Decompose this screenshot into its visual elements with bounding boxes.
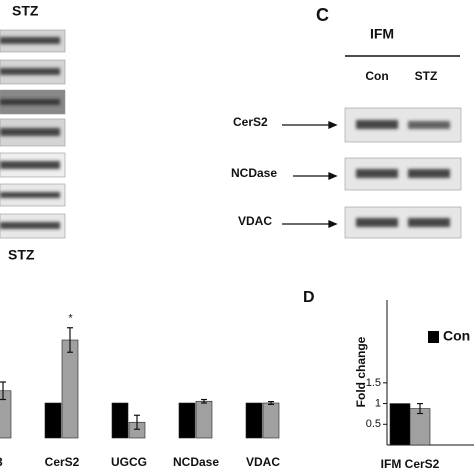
- lane-label: STZ: [8, 247, 35, 263]
- bar: [44, 402, 62, 439]
- bar: [111, 402, 129, 439]
- bar: [245, 402, 263, 439]
- x-tick-label: CerS2: [45, 455, 80, 469]
- bar: [262, 402, 280, 439]
- protein-label: NCDase: [231, 166, 277, 180]
- panel-letter: C: [316, 5, 329, 25]
- legend-swatch: [428, 331, 439, 343]
- fraction-label: IFM: [370, 26, 394, 42]
- x-tick-label: UGCG: [111, 455, 147, 469]
- bar: [195, 400, 213, 439]
- bar: [0, 390, 12, 439]
- bar: [389, 403, 411, 446]
- bar: [61, 339, 79, 439]
- protein-label: CerS2: [233, 115, 268, 129]
- x-tick-label: NCDase: [173, 455, 219, 469]
- y-tick-label: 1: [375, 397, 381, 409]
- x-tick-label: IFM CerS2: [381, 457, 440, 471]
- x-tick-label: C3: [0, 455, 3, 469]
- lane-label: STZ: [12, 3, 39, 19]
- significance: *: [68, 313, 73, 325]
- blot-strips: [0, 29, 66, 239]
- y-tick-label: 1.5: [366, 377, 381, 389]
- panel-letter: D: [303, 289, 315, 306]
- x-tick-label: VDAC: [246, 455, 280, 469]
- lane-label: Con: [365, 69, 388, 83]
- arrows: [282, 121, 338, 228]
- protein-label: VDAC: [238, 214, 272, 228]
- legend-label: Con: [443, 328, 470, 344]
- blot-strips: [344, 107, 462, 239]
- y-axis-label: Fold change: [354, 336, 368, 407]
- y-tick-label: 0.5: [366, 418, 381, 430]
- lane-label: STZ: [415, 69, 438, 83]
- bar: [178, 402, 196, 439]
